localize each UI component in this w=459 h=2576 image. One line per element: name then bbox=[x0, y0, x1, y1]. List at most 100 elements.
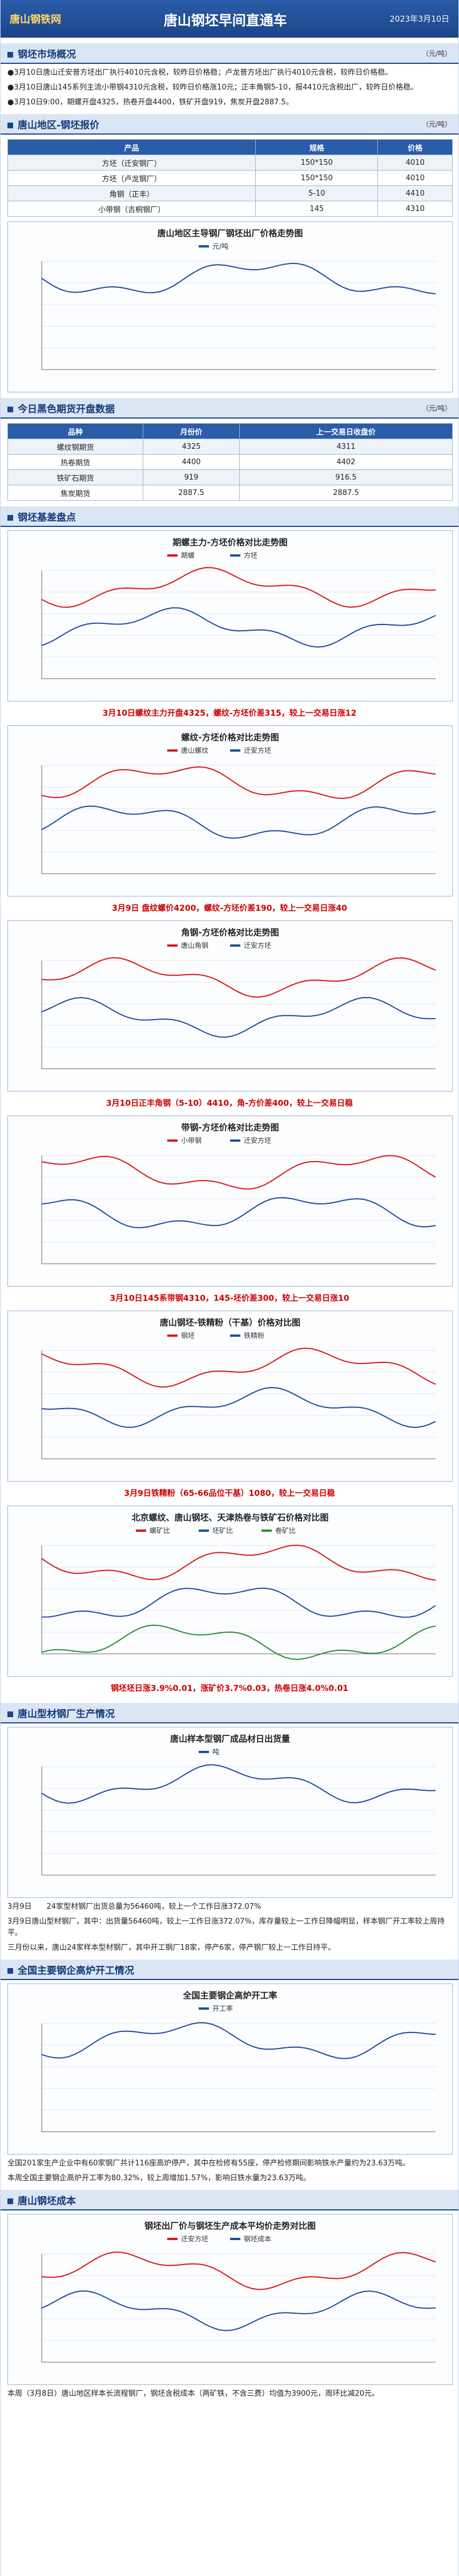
table-row: 铁矿石期货 919 916.5 bbox=[7, 469, 453, 485]
legend-swatch bbox=[230, 2238, 240, 2240]
table-cell: 4325 bbox=[143, 439, 240, 455]
legend-label: 唐山螺纹 bbox=[181, 746, 208, 754]
chart-title: 角钢-方坯价格对比走势图 bbox=[181, 927, 279, 938]
legend-label: 迁安方坯 bbox=[244, 941, 271, 950]
trend-line bbox=[41, 957, 436, 998]
chart-title: 唐山地区主导钢厂钢坯出厂价格走势图 bbox=[157, 228, 303, 238]
legend-label: 卷矿比 bbox=[275, 1526, 296, 1535]
chart-frame bbox=[7, 1983, 453, 2155]
table-cell: 方坯（卢龙钢厂） bbox=[7, 170, 256, 186]
table-cell: 4410 bbox=[377, 185, 453, 201]
header-cell: 价格 bbox=[377, 139, 453, 155]
chart-frame bbox=[7, 725, 453, 896]
legend-label: 期螺 bbox=[181, 551, 195, 559]
table-cell: 4402 bbox=[239, 454, 453, 470]
section-heading: 钢坯基差盘点 bbox=[1, 506, 458, 527]
trend-line bbox=[41, 766, 436, 800]
legend-swatch bbox=[136, 1530, 146, 1532]
header-cell: 上一交易日收盘价 bbox=[239, 423, 453, 439]
trend-line bbox=[41, 2290, 436, 2331]
legend-swatch bbox=[199, 2007, 209, 2010]
section-heading: 唐山钢坯成本 bbox=[1, 2190, 458, 2210]
unit-note: （元/吨） bbox=[421, 120, 452, 128]
table-cell: 螺纹钢期货 bbox=[7, 439, 144, 455]
trend-line bbox=[41, 2022, 436, 2059]
table-header: 品种 月份价 上一交易日收盘价 bbox=[7, 423, 453, 439]
chart-title: 全国主要钢企高炉开工率 bbox=[182, 1990, 277, 2001]
table-row: 角钢（正丰） 5-10 4410 bbox=[7, 185, 453, 201]
table-row: 方坯（卢龙钢厂） 150*150 4010 bbox=[7, 170, 453, 186]
table-header: 产品 规格 价格 bbox=[7, 139, 453, 155]
legend-label: 迁安方坯 bbox=[244, 1136, 271, 1145]
legend-swatch bbox=[167, 749, 178, 752]
section-heading: 全国主要钢企高炉开工情况 bbox=[1, 1960, 458, 1980]
chart-frame bbox=[7, 1506, 453, 1677]
legend-swatch bbox=[230, 1139, 240, 1142]
table-cell: 916.5 bbox=[239, 469, 453, 485]
trend-line bbox=[41, 1587, 436, 1618]
section-title: 唐山地区-钢坯报价 bbox=[7, 117, 99, 131]
table-row: 方坯（迁安钢厂） 150*150 4010 bbox=[7, 155, 453, 171]
header-cell: 产品 bbox=[7, 139, 256, 155]
table-row: 焦炭期货 2887.5 2887.5 bbox=[7, 485, 453, 501]
chart-frame bbox=[7, 1311, 453, 1482]
table-cell: 方坯（迁安钢厂） bbox=[7, 155, 256, 171]
legend-swatch bbox=[230, 554, 240, 557]
legend-swatch bbox=[167, 2238, 178, 2240]
legend-swatch bbox=[230, 1334, 240, 1337]
chart-title: 钢坯出厂价与钢坯生产成本平均价走势对比图 bbox=[144, 2221, 316, 2231]
section-title: 唐山型材钢厂生产情况 bbox=[7, 1706, 115, 1720]
table-cell: 145 bbox=[255, 201, 379, 217]
table-cell: 919 bbox=[143, 469, 240, 485]
table-cell: 2887.5 bbox=[143, 485, 240, 501]
table-cell: 150*150 bbox=[255, 155, 379, 171]
chart-caption: 3月9日 盘纹螺价4200，螺纹-方坯价差190，较上一交易日涨40 bbox=[112, 904, 347, 913]
header-cell: 品种 bbox=[7, 423, 144, 439]
header-cell: 月份价 bbox=[143, 423, 240, 439]
legend-label: 铁精粉 bbox=[244, 1332, 264, 1340]
trend-line bbox=[41, 1764, 436, 1804]
chart-title: 北京螺纹、唐山钢坯、天津热卷与铁矿石价格对比图 bbox=[131, 1512, 328, 1523]
table-cell: 5-10 bbox=[255, 185, 379, 201]
unit-note: （元/吨） bbox=[421, 404, 452, 412]
legend-label: 元/吨 bbox=[212, 242, 228, 250]
chart-caption: 3月10日螺纹主力开盘4325，螺纹-方坯价差315，较上一交易日涨12 bbox=[102, 709, 357, 718]
legend-label: 方坯 bbox=[244, 551, 257, 559]
content: 钢坯市场概况 （元/吨） ●3月10日唐山迁安普方坯出厂执行4010元含税，较昨日价… bbox=[1, 43, 458, 2400]
legend-label: 迁安方坯 bbox=[181, 2234, 208, 2243]
trend-line bbox=[41, 1347, 436, 1388]
section-heading: 唐山地区-钢坯报价 （元/吨） bbox=[1, 114, 458, 135]
paragraph: ●3月10日9:00，期螺开盘4325，热卷开盘4400，铁矿开盘919，焦炭开… bbox=[7, 98, 293, 107]
paragraph: 本周全国主要钢企高炉开工率为80.32%，较上周增加1.57%，影响日铁水量为2… bbox=[7, 2174, 311, 2182]
legend-swatch bbox=[230, 944, 240, 947]
section-title: 钢坯市场概况 bbox=[7, 46, 76, 60]
legend-swatch bbox=[261, 1530, 272, 1532]
date: 2023年3月10日 bbox=[389, 15, 449, 24]
trend-line bbox=[41, 805, 436, 839]
table-cell: 小带钢（吉桐钢厂） bbox=[7, 201, 256, 217]
table-cell: 4311 bbox=[239, 439, 453, 455]
trend-line bbox=[41, 1624, 436, 1660]
legend-label: 迁安方坯 bbox=[244, 746, 271, 754]
chart-frame bbox=[7, 530, 453, 701]
legend-swatch bbox=[199, 245, 209, 248]
header: 唐山钢铁网 唐山钢坯早间直通车 2023年3月10日 bbox=[1, 0, 458, 38]
legend-label: 钢坯 bbox=[181, 1332, 195, 1340]
table-cell: 热卷期货 bbox=[7, 454, 144, 470]
legend-label: 坯矿比 bbox=[212, 1527, 233, 1535]
trend-line bbox=[41, 1544, 436, 1581]
chart-caption: 3月9日铁精粉（65-66品位干基）1080，较上一交易日稳 bbox=[124, 1489, 335, 1498]
table-cell: 焦炭期货 bbox=[7, 485, 144, 501]
header-cell: 规格 bbox=[255, 139, 379, 155]
legend-swatch bbox=[199, 1530, 209, 1532]
chart-caption: 3月10日145系带钢4310，145-坯价差300，较上一交易日涨10 bbox=[110, 1294, 349, 1303]
paragraph: 三月份以来，唐山24家样本型材钢厂，其中开工钢厂18家，停产6家，停产钢厂较上一… bbox=[7, 1944, 336, 1952]
trend-line bbox=[41, 567, 436, 608]
legend-swatch bbox=[167, 554, 178, 557]
